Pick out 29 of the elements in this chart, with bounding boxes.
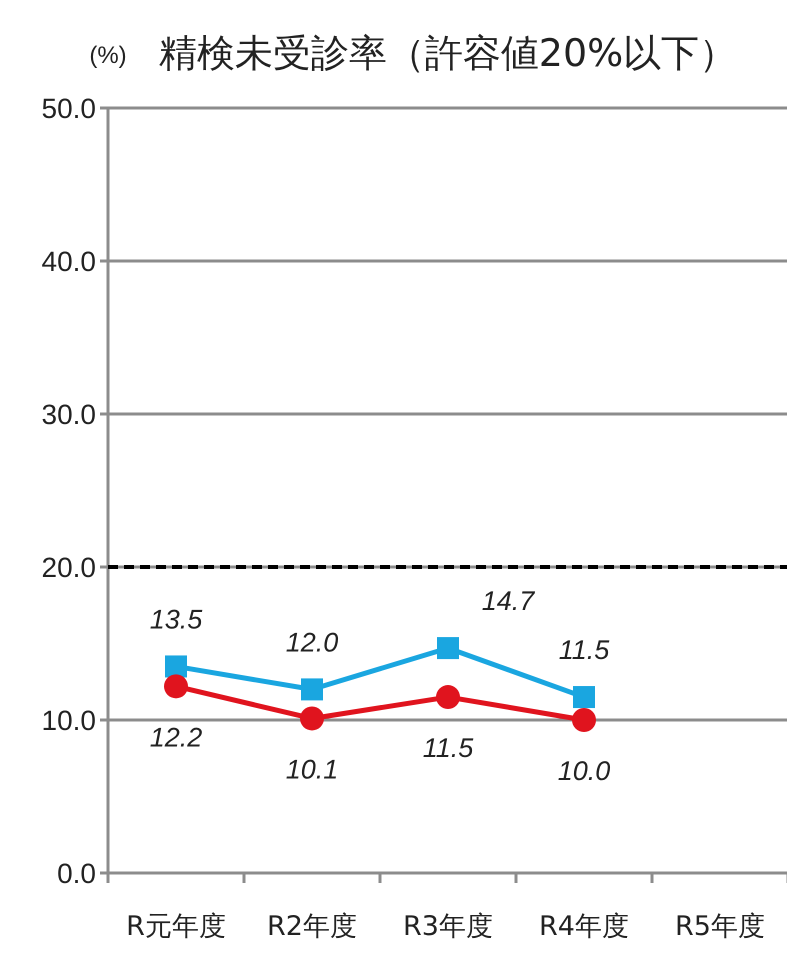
data-label: 13.5 — [150, 604, 204, 634]
y-axis-title: (%) — [89, 42, 127, 69]
data-label: 11.5 — [422, 733, 474, 764]
point — [301, 678, 323, 700]
data-label: 11.5 — [558, 635, 610, 666]
point — [165, 655, 187, 678]
chart-title: 精検未受診率（許容値20%以下） — [158, 31, 738, 75]
data-label: 12.0 — [286, 627, 338, 658]
data-label: 12.2 — [150, 722, 202, 752]
y-tick-label: 10.0 — [42, 704, 96, 736]
y-tick-label: 40.0 — [42, 246, 96, 277]
x-tick-label: R元年度 — [126, 911, 226, 942]
x-tick-label: R4年度 — [539, 911, 629, 942]
point — [437, 637, 459, 660]
y-tick-label: 0.0 — [57, 858, 96, 889]
data-label: 14.7 — [482, 586, 536, 616]
data-label: 10.0 — [558, 756, 610, 786]
x-tick-label: R5年度 — [675, 911, 765, 942]
y-tick-label: 50.0 — [42, 92, 96, 124]
point — [573, 686, 595, 708]
data-label: 10.1 — [286, 754, 338, 784]
x-tick-label: R3年度 — [403, 911, 493, 942]
y-tick-label: 20.0 — [42, 552, 96, 583]
point — [572, 708, 596, 732]
point — [300, 706, 324, 730]
x-tick-label: R2年度 — [267, 911, 357, 942]
point — [164, 674, 188, 698]
point — [436, 685, 460, 710]
y-tick-label: 30.0 — [42, 398, 96, 430]
